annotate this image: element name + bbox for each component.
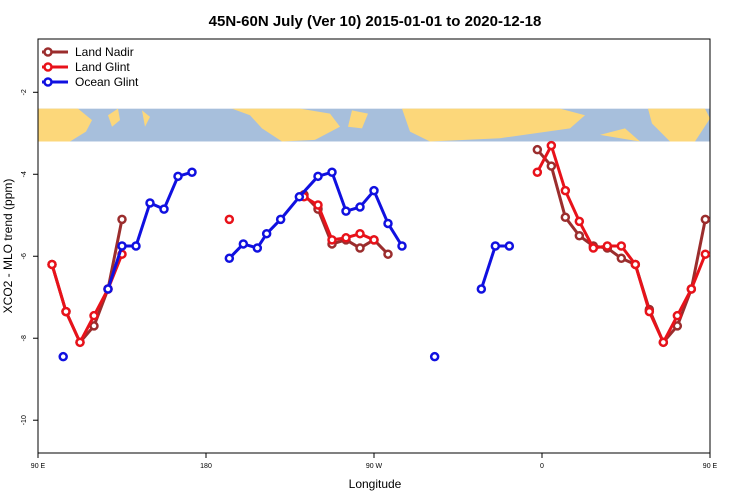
- data-point: [602, 241, 613, 251]
- y-axis: -2 -4 -6 -8 -10: [21, 89, 38, 425]
- data-point: [588, 243, 599, 253]
- data-point: [476, 284, 487, 294]
- data-point: [532, 167, 543, 177]
- data-point: [546, 140, 557, 151]
- data-point: [89, 310, 99, 321]
- data-point: [700, 214, 711, 225]
- data-point: [369, 235, 379, 245]
- legend-label: Ocean Glint: [75, 75, 139, 89]
- data-point: [560, 185, 571, 196]
- map-land: [142, 110, 150, 127]
- y-tick-label: -4: [21, 171, 28, 177]
- data-point: [47, 259, 57, 270]
- map-land: [38, 108, 92, 142]
- data-point: [355, 243, 365, 253]
- y-axis-label: XCO2 - MLO trend (ppm): [1, 179, 15, 314]
- data-point: [224, 253, 235, 264]
- x-axis-label: Longitude: [349, 477, 402, 491]
- data-point: [75, 337, 85, 348]
- data-point: [369, 185, 379, 196]
- x-tick-label: 0: [540, 463, 544, 470]
- data-point: [574, 231, 585, 241]
- data-point: [644, 306, 655, 317]
- data-point: [131, 241, 141, 251]
- data-point: [658, 337, 669, 348]
- data-point: [574, 216, 585, 227]
- map-land: [402, 108, 585, 142]
- data-point: [58, 351, 68, 362]
- data-point: [261, 228, 272, 239]
- data-point: [672, 310, 683, 321]
- data-point: [355, 202, 365, 212]
- series-line: [479, 244, 510, 290]
- data-point: [560, 212, 571, 223]
- y-tick-label: -6: [21, 253, 28, 259]
- data-point: [117, 214, 127, 225]
- map-ocean: [38, 108, 710, 142]
- world-map-band: [38, 108, 710, 142]
- data-point: [383, 249, 393, 259]
- data-point: [490, 241, 501, 251]
- data-point: [224, 214, 235, 225]
- y-tick-label: -2: [21, 89, 28, 95]
- data-point: [327, 235, 337, 245]
- data-point: [686, 284, 697, 294]
- x-tick-label: 180: [200, 463, 212, 470]
- data-point: [672, 321, 683, 331]
- y-tick-label: -8: [21, 335, 28, 341]
- map-land: [600, 128, 640, 142]
- data-point: [341, 206, 351, 216]
- data-point: [103, 284, 113, 294]
- legend-swatch-point: [43, 62, 53, 72]
- data-point: [383, 218, 393, 229]
- y-tick-label: -10: [21, 415, 28, 425]
- data-point: [630, 259, 641, 270]
- data-point: [238, 239, 249, 249]
- data-point: [397, 241, 407, 251]
- x-tick-label: 90 E: [703, 463, 718, 470]
- data-point: [173, 171, 183, 182]
- x-tick-label: 90 W: [366, 463, 383, 470]
- chart-title: 45N-60N July (Ver 10) 2015-01-01 to 2020…: [209, 13, 542, 30]
- data-point: [532, 144, 543, 155]
- map-land: [648, 108, 710, 142]
- series-layer: [47, 140, 711, 362]
- map-land: [348, 110, 368, 129]
- x-axis: 90 E 180 90 W 0 90 E: [31, 453, 718, 470]
- data-point: [355, 228, 365, 239]
- data-point: [429, 351, 440, 362]
- data-point: [61, 306, 71, 317]
- data-point: [341, 233, 351, 243]
- data-point: [313, 171, 323, 182]
- data-point: [313, 200, 323, 210]
- data-point: [546, 161, 557, 171]
- x-tick-label: 90 E: [31, 463, 46, 470]
- legend-swatch-point: [43, 47, 53, 57]
- data-point: [117, 241, 127, 251]
- data-point: [187, 167, 197, 177]
- map-land: [232, 108, 340, 142]
- legend-swatch-point: [43, 77, 53, 87]
- data-point: [294, 192, 305, 202]
- series-ocean-glint: [58, 167, 515, 362]
- data-point: [504, 241, 515, 251]
- legend-label: Land Nadir: [75, 45, 134, 59]
- data-point: [700, 249, 711, 259]
- data-point: [89, 321, 99, 331]
- data-point: [327, 167, 337, 177]
- map-land: [108, 108, 120, 127]
- data-point: [616, 253, 627, 264]
- data-point: [252, 243, 263, 253]
- data-point: [145, 198, 155, 208]
- legend-label: Land Glint: [75, 60, 130, 74]
- data-point: [616, 241, 627, 251]
- data-point: [275, 214, 286, 225]
- data-point: [159, 204, 169, 214]
